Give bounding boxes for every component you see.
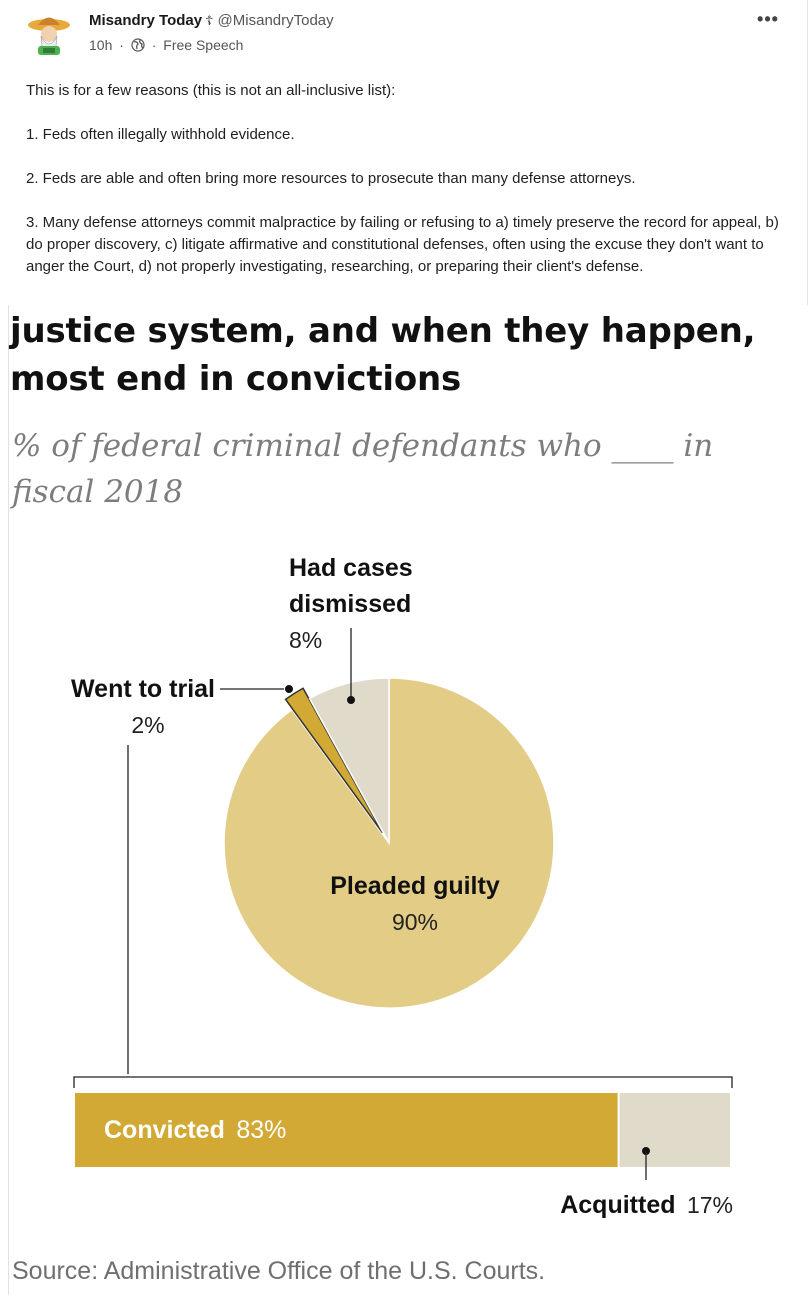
chart-subtitle: % of federal criminal defendants who ___…: [12, 423, 792, 515]
bar-segment-convicted: [75, 1093, 618, 1167]
chart-svg: Had cases dismissed 8% Went to trial 2% …: [71, 554, 733, 1219]
label-acquitted: Acquitted 17%: [560, 1191, 733, 1219]
dismissed-leader-dot: [347, 696, 355, 704]
post-time[interactable]: 10h: [89, 37, 113, 53]
chart-source: Source: Administrative Office of the U.S…: [12, 1257, 546, 1285]
avatar[interactable]: [26, 12, 72, 58]
infographic-image[interactable]: justice system, and when they happen, mo…: [0, 305, 808, 1295]
post-card: Misandry Today ☦ @MisandryToday 10h · · Fr…: [0, 0, 808, 305]
subtitle-line-1: % of federal criminal defendants who ___…: [12, 428, 714, 464]
pie-slice-had-cases-dismissed: [308, 677, 390, 844]
author-handle[interactable]: @MisandryToday: [217, 12, 334, 29]
bar-bracket: [73, 1076, 733, 1088]
label-convicted: Convicted 83%: [104, 1116, 286, 1144]
chart-headline: justice system, and when they happen, mo…: [10, 307, 800, 403]
label-convicted-name: Convicted: [104, 1116, 225, 1144]
label-dismissed-pct: 8%: [289, 627, 322, 653]
label-acquitted-name: Acquitted: [560, 1191, 675, 1219]
headline-line-1: justice system, and when they happen,: [10, 311, 756, 351]
label-convicted-pct: 83%: [236, 1116, 286, 1144]
cross-badge-icon: ☦: [205, 13, 214, 28]
label-pleaded-guilty: Pleaded guilty: [330, 872, 500, 900]
image-edge: [8, 305, 9, 1295]
subtitle-line-2: fiscal 2018: [12, 474, 184, 510]
globe-icon: [131, 38, 145, 52]
meta-separator: ·: [119, 37, 124, 53]
label-pleaded-guilty-pct: 90%: [392, 909, 438, 935]
author-name[interactable]: Misandry Today: [89, 12, 203, 29]
post-point-2: 2. Feds are able and often bring more re…: [26, 170, 636, 187]
pie-slice-went-to-trial: [284, 687, 384, 834]
label-went-to-trial: Went to trial: [71, 675, 215, 703]
channel-name[interactable]: Free Speech: [163, 37, 244, 53]
label-dismissed: dismissed: [289, 590, 411, 618]
label-went-to-trial-pct: 2%: [131, 712, 164, 738]
post-body: This is for a few reasons (this is not a…: [26, 80, 786, 278]
bar-segment-acquitted: [619, 1093, 730, 1167]
meta-separator: ·: [151, 37, 157, 53]
post-intro: This is for a few reasons (this is not a…: [26, 82, 396, 99]
label-acquitted-pct: 17%: [687, 1192, 733, 1218]
headline-line-2: most end in convictions: [10, 359, 462, 399]
author-line: Misandry Today ☦ @MisandryToday: [89, 12, 334, 29]
more-options-button[interactable]: •••: [757, 9, 779, 29]
label-had-cases: Had cases: [289, 554, 413, 582]
post-meta: 10h · · Free Speech: [89, 37, 243, 53]
post-point-3: 3. Many defense attorneys commit malprac…: [26, 214, 779, 275]
post-point-1: 1. Feds often illegally withhold evidenc…: [26, 126, 295, 143]
trial-leader-dot: [285, 685, 293, 693]
